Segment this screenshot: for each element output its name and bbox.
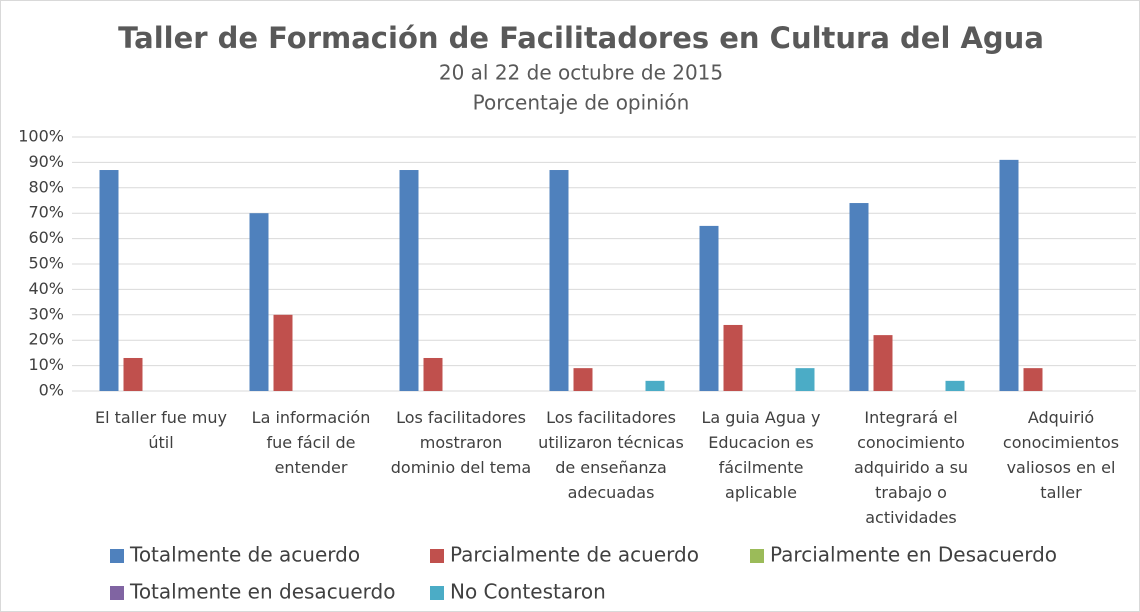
bar <box>723 324 743 391</box>
y-tick-label: 100% <box>18 127 64 146</box>
y-tick-label: 10% <box>28 355 64 374</box>
legend-label: Totalmente de acuerdo <box>129 543 360 567</box>
bar <box>399 170 419 391</box>
bar <box>645 380 665 391</box>
legend-swatch <box>110 549 124 563</box>
chart-subtitle: 20 al 22 de octubre de 2015 <box>439 61 723 85</box>
legend-label: Parcialmente de acuerdo <box>450 543 699 567</box>
x-tick-label: El taller fue muy útil <box>94 408 227 452</box>
bar <box>99 170 119 391</box>
y-tick-label: 30% <box>28 304 64 323</box>
y-tick-label: 60% <box>28 228 64 247</box>
bar <box>273 314 293 391</box>
bar <box>123 357 143 391</box>
x-tick-label: Los facilitadores mostraron dominio del … <box>390 408 532 477</box>
bar <box>849 203 869 391</box>
y-tick-label: 20% <box>28 330 64 349</box>
x-tick-label: Integrará el conocimiento adquirido a su… <box>853 408 969 527</box>
y-tick-label: 40% <box>28 279 64 298</box>
bar <box>795 368 815 391</box>
bar <box>573 368 593 391</box>
y-tick-label: 90% <box>28 152 64 171</box>
legend-label: Totalmente en desacuerdo <box>129 580 395 604</box>
legend-swatch <box>430 549 444 563</box>
y-tick-label: 0% <box>39 381 64 400</box>
legend-swatch <box>430 586 444 600</box>
x-tick-label: La guia Agua y Educacion es fácilmente a… <box>701 408 821 502</box>
chart-subtitle: Porcentaje de opinión <box>473 91 690 115</box>
y-tick-label: 70% <box>28 203 64 222</box>
chart-title: Taller de Formación de Facilitadores en … <box>118 21 1044 55</box>
bar <box>699 225 719 391</box>
x-tick-label: La información fue fácil de entender <box>251 408 371 477</box>
bar <box>249 213 269 391</box>
bar <box>999 159 1019 391</box>
bar <box>423 357 443 391</box>
bar <box>549 170 569 391</box>
x-tick-label: Los facilitadores utilizaron técnicas de… <box>538 408 684 502</box>
bar <box>945 380 965 391</box>
legend-swatch <box>110 586 124 600</box>
bar <box>873 335 893 391</box>
legend-swatch <box>750 549 764 563</box>
legend-label: Parcialmente en Desacuerdo <box>770 543 1057 567</box>
y-tick-label: 80% <box>28 177 64 196</box>
y-tick-label: 50% <box>28 254 64 273</box>
x-tick-label: Adquirió conocimientos valiosos en el ta… <box>1002 408 1120 502</box>
legend-label: No Contestaron <box>450 580 606 604</box>
bar <box>1023 368 1043 391</box>
